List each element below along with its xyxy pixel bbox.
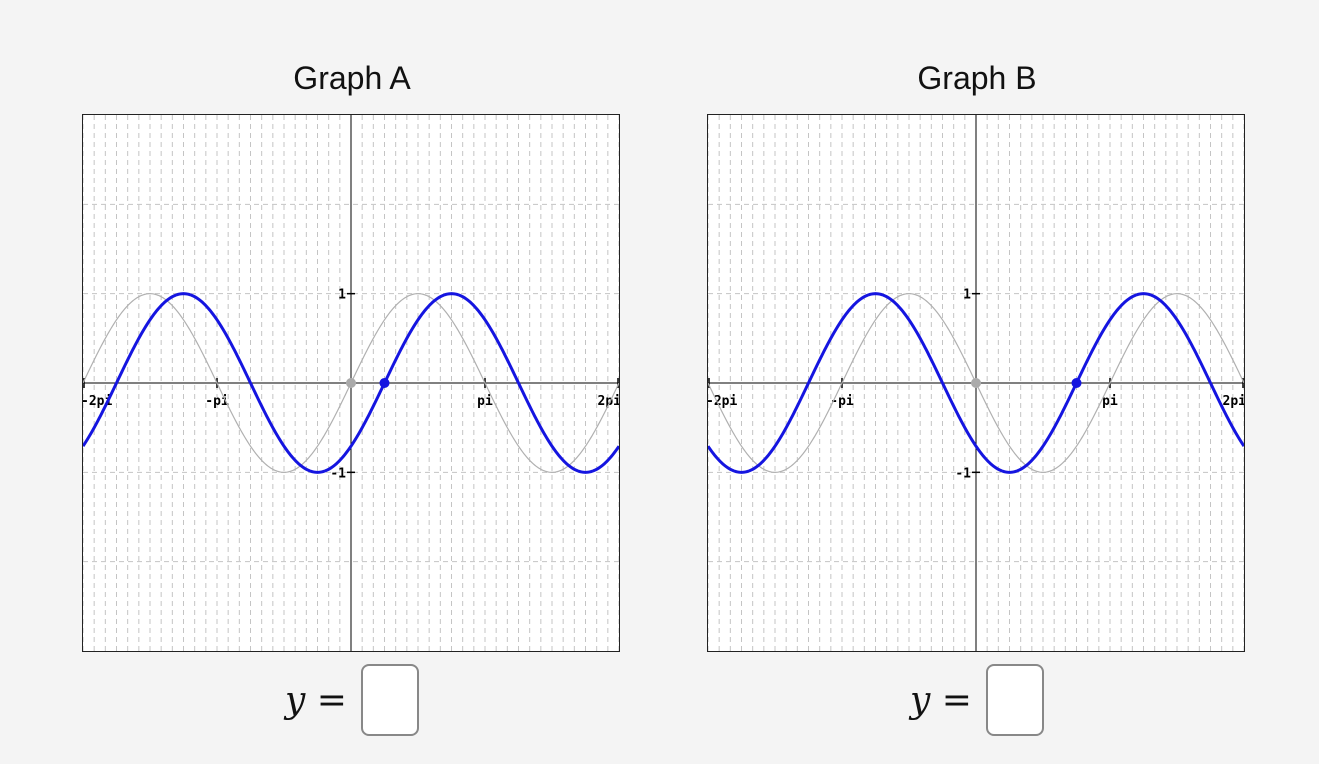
graph-a-plot: -2pi -pi pi 2pi 1 -1 — [82, 114, 620, 652]
graph-a-title: Graph A — [293, 60, 411, 96]
reference-point — [971, 378, 981, 388]
x-tick-label: -2pi — [708, 394, 737, 409]
x-tick-label: -pi — [830, 394, 854, 409]
graph-a-equation-label: y = — [285, 679, 347, 721]
graph-a-answer-input[interactable] — [360, 664, 419, 736]
x-tick-label: pi — [477, 394, 493, 409]
transformed-curve — [708, 292, 1244, 474]
y-tick-label: -1 — [955, 466, 971, 481]
transformed-point — [379, 378, 390, 388]
graph-b-svg: -2pi -pi pi 2pi 1 -1 — [708, 115, 1244, 651]
graph-b-title: Graph B — [917, 60, 1037, 96]
graph-a-panel: Graph A -2pi -pi pi 2pi 1 -1 y = — [62, 0, 622, 764]
graph-b-answer-input[interactable] — [985, 664, 1044, 736]
y-tick-label: 1 — [338, 288, 346, 303]
transformed-point — [1071, 378, 1082, 388]
x-tick-label: 2pi — [598, 394, 619, 409]
x-tick-label: -pi — [205, 394, 229, 409]
reference-point — [346, 378, 356, 388]
graph-b-panel: Graph B -2pi -pi pi 2pi 1 -1 y = — [687, 0, 1247, 764]
y-tick-label: 1 — [963, 288, 971, 303]
x-tick-label: pi — [1102, 394, 1118, 409]
transformed-curve — [83, 292, 619, 474]
graph-a-answer-row: y = — [62, 660, 642, 740]
graph-b-plot: -2pi -pi pi 2pi 1 -1 — [707, 114, 1245, 652]
x-tick-label: 2pi — [1223, 394, 1244, 409]
graph-b-answer-row: y = — [687, 660, 1267, 740]
graph-b-equation-label: y = — [910, 679, 972, 721]
y-tick-label: -1 — [330, 466, 346, 481]
